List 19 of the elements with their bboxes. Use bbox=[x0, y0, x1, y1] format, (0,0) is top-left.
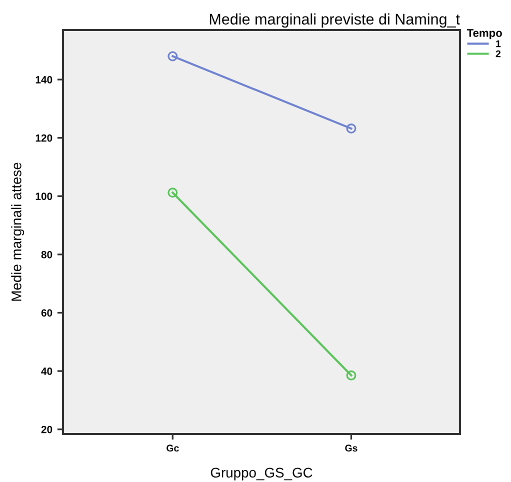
x-tick-label: Gs bbox=[345, 444, 358, 452]
legend-title: Tempo bbox=[466, 29, 502, 40]
y-tick-label: 120 bbox=[36, 134, 52, 142]
point bbox=[346, 370, 356, 380]
x-axis-title: Gruppo_GS_GC bbox=[210, 468, 312, 480]
y-tick-label: 100 bbox=[36, 192, 52, 200]
y-tick-label: 140 bbox=[36, 76, 52, 84]
y-tick-label: 80 bbox=[41, 250, 52, 258]
point bbox=[346, 124, 356, 134]
chart-title: Medie marginali previste di Naming_t bbox=[210, 13, 460, 28]
x-tick-label: Gc bbox=[166, 444, 179, 452]
legend-label: 1 bbox=[496, 40, 501, 48]
point bbox=[168, 188, 178, 198]
y-tick-label: 60 bbox=[41, 309, 52, 317]
y-tick-label: 20 bbox=[41, 426, 52, 434]
legend-label: 2 bbox=[496, 50, 501, 58]
y-axis-title: Medie marginali attese bbox=[11, 162, 24, 301]
point bbox=[168, 51, 178, 62]
y-tick-label: 40 bbox=[41, 368, 52, 375]
